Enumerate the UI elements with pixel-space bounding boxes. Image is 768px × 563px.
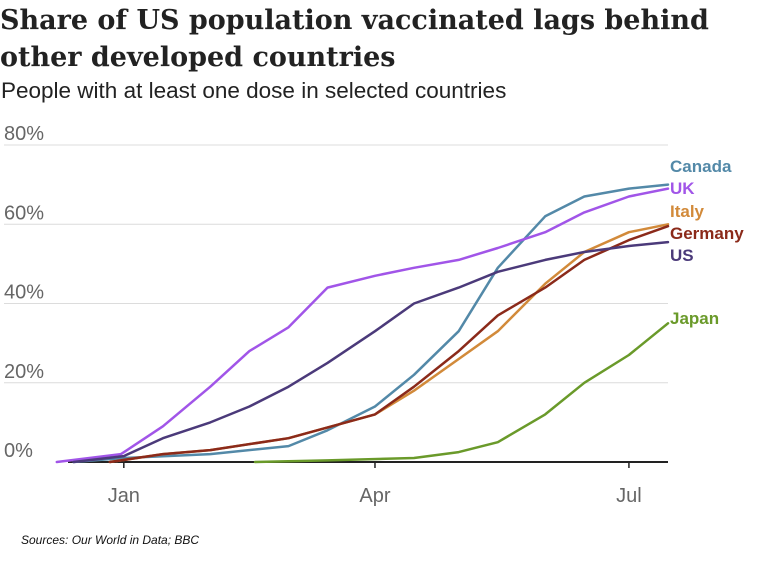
series-line-canada [72,183,670,464]
series-label-us: US [670,246,694,265]
gridlines [4,144,668,463]
series-line-japan [253,322,670,464]
chart-subtitle: People with at least one dose in selecte… [1,78,507,103]
chart-title: Share of US population vaccinated lags b… [0,5,709,73]
series-line-uk [55,187,670,464]
series-label-italy: Italy [670,202,705,221]
series-lines [55,183,670,464]
series-label-uk: UK [670,179,695,198]
series-label-canada: Canada [670,157,732,176]
x-tick-label: Jul [616,485,642,507]
series-label-japan: Japan [670,309,719,328]
series-line-germany [108,224,670,464]
series-line-us [72,240,670,464]
y-tick-label: 60% [4,202,44,224]
series-labels: Canada UK Italy Germany US Japan [670,157,744,328]
y-tick-label: 0% [4,440,33,462]
series-label-germany: Germany [670,224,744,243]
y-tick-label: 40% [4,282,44,304]
source-note: Sources: Our World in Data; BBC [21,533,200,547]
y-axis-ticks: 0% 20% 40% 60% 80% [4,123,44,462]
line-chart: 0% 20% 40% 60% 80% Jan Apr Jul Canada UK Italy Ge… [4,123,744,507]
x-axis-ticks: Jan Apr Jul [108,462,642,507]
x-tick-label: Jan [108,485,140,507]
y-tick-label: 20% [4,361,44,383]
y-tick-label: 80% [4,123,44,145]
x-tick-label: Apr [359,485,390,507]
